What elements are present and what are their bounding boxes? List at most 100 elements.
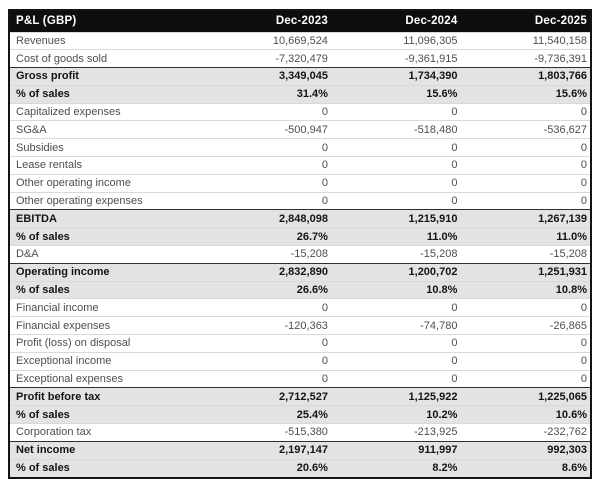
row-value: 0 xyxy=(330,173,461,193)
row-value: 1,225,065 xyxy=(460,387,590,406)
row-value: 1,251,931 xyxy=(460,262,590,282)
header-cell-dec-2023: Dec-2023 xyxy=(201,11,331,32)
row-label: Other operating expenses xyxy=(10,191,202,210)
row-value: 10.8% xyxy=(330,280,461,299)
row-value: 1,125,922 xyxy=(330,387,461,406)
row-label: % of sales xyxy=(10,458,202,477)
row-value: 0 xyxy=(460,298,590,317)
row-value: 11,096,305 xyxy=(330,31,461,50)
row-value: -515,380 xyxy=(201,423,331,442)
table-row-total: Gross profit 3,349,045 1,734,390 1,803,766 xyxy=(10,67,590,86)
row-label: Capitalized expenses xyxy=(10,102,202,121)
pnl-table-header: P&L (GBP) Dec-2023 Dec-2024 Dec-2025 xyxy=(10,11,590,32)
row-value: 0 xyxy=(460,369,590,388)
row-value: -120,363 xyxy=(201,316,331,335)
row-value: -500,947 xyxy=(201,120,331,139)
row-value: 0 xyxy=(201,156,331,175)
header-row: P&L (GBP) Dec-2023 Dec-2024 Dec-2025 xyxy=(10,11,590,32)
row-label: Profit before tax xyxy=(10,387,202,406)
table-row: Lease rentals 0 0 0 xyxy=(10,156,590,175)
row-value: 0 xyxy=(201,369,331,388)
row-value: 0 xyxy=(330,369,461,388)
row-value: -9,736,391 xyxy=(460,49,590,68)
row-value: 10.6% xyxy=(460,405,590,424)
row-value: -26,865 xyxy=(460,316,590,335)
row-value: -15,208 xyxy=(201,245,331,264)
row-value: 0 xyxy=(201,191,331,210)
header-cell-pnl-gbp: P&L (GBP) xyxy=(10,11,202,32)
row-value: 11.0% xyxy=(460,227,590,246)
row-label: Revenues xyxy=(10,31,202,50)
row-label: Financial expenses xyxy=(10,316,202,335)
row-label: Subsidies xyxy=(10,138,202,157)
row-value: 0 xyxy=(460,173,590,193)
row-value: 20.6% xyxy=(201,458,331,477)
row-label: Exceptional expenses xyxy=(10,369,202,388)
table-row: Subsidies 0 0 0 xyxy=(10,138,590,157)
row-value: 26.7% xyxy=(201,227,331,246)
row-value: 0 xyxy=(460,138,590,157)
header-cell-dec-2024: Dec-2024 xyxy=(330,11,461,32)
row-value: -518,480 xyxy=(330,120,461,139)
row-label: Gross profit xyxy=(10,67,202,86)
row-label: % of sales xyxy=(10,405,202,424)
row-value: 0 xyxy=(201,173,331,193)
table-row: Revenues 10,669,524 11,096,305 11,540,158 xyxy=(10,31,590,50)
row-value: 1,215,910 xyxy=(330,209,461,228)
row-value: 911,997 xyxy=(330,440,461,460)
row-label: % of sales xyxy=(10,280,202,299)
row-value: 2,848,098 xyxy=(201,209,331,228)
row-value: 0 xyxy=(201,138,331,157)
row-value: 31.4% xyxy=(201,84,331,104)
row-value: 0 xyxy=(460,102,590,121)
row-label: D&A xyxy=(10,245,202,264)
row-label: Cost of goods sold xyxy=(10,49,202,68)
row-value: 0 xyxy=(330,102,461,121)
row-value: 0 xyxy=(201,298,331,317)
row-value: 0 xyxy=(330,298,461,317)
row-value: 0 xyxy=(201,351,331,371)
row-value: 2,712,527 xyxy=(201,387,331,406)
row-value: 0 xyxy=(330,351,461,371)
row-value: 3,349,045 xyxy=(201,67,331,86)
table-row: Corporation tax -515,380 -213,925 -232,762 xyxy=(10,423,590,442)
row-value: 0 xyxy=(460,156,590,175)
row-value: -213,925 xyxy=(330,423,461,442)
table-row: Other operating expenses 0 0 0 xyxy=(10,191,590,210)
row-value: -232,762 xyxy=(460,423,590,442)
table-row-total: Net income 2,197,147 911,997 992,303 xyxy=(10,440,590,460)
row-value: 0 xyxy=(330,191,461,210)
row-value: 26.6% xyxy=(201,280,331,299)
row-label: Net income xyxy=(10,440,202,460)
row-value: 0 xyxy=(330,138,461,157)
row-value: 10.2% xyxy=(330,405,461,424)
row-value: 1,734,390 xyxy=(330,67,461,86)
row-value: 8.6% xyxy=(460,458,590,477)
row-value: 992,303 xyxy=(460,440,590,460)
table-row-ratio: % of sales 25.4% 10.2% 10.6% xyxy=(10,405,590,424)
row-value: 2,197,147 xyxy=(201,440,331,460)
table-row-total: Profit before tax 2,712,527 1,125,922 1,225… xyxy=(10,387,590,406)
table-row-ratio: % of sales 20.6% 8.2% 8.6% xyxy=(10,458,590,477)
row-label: % of sales xyxy=(10,84,202,104)
table-row-ratio: % of sales 31.4% 15.6% 15.6% xyxy=(10,84,590,104)
row-label: Corporation tax xyxy=(10,423,202,442)
row-value: 0 xyxy=(330,334,461,353)
row-value: 11.0% xyxy=(330,227,461,246)
table-row: Exceptional income 0 0 0 xyxy=(10,351,590,371)
table-row-total: EBITDA 2,848,098 1,215,910 1,267,139 xyxy=(10,209,590,228)
row-value: 15.6% xyxy=(460,84,590,104)
row-value: -536,627 xyxy=(460,120,590,139)
row-value: 11,540,158 xyxy=(460,31,590,50)
row-label: Financial income xyxy=(10,298,202,317)
pnl-table-body: Revenues 10,669,524 11,096,305 11,540,158 Co… xyxy=(10,31,590,477)
row-value: 1,200,702 xyxy=(330,262,461,282)
row-value: -9,361,915 xyxy=(330,49,461,68)
table-row: Capitalized expenses 0 0 0 xyxy=(10,102,590,121)
row-value: 2,832,890 xyxy=(201,262,331,282)
row-label: Lease rentals xyxy=(10,156,202,175)
table-row: Financial income 0 0 0 xyxy=(10,298,590,317)
table-row-ratio: % of sales 26.6% 10.8% 10.8% xyxy=(10,280,590,299)
table-row: Other operating income 0 0 0 xyxy=(10,173,590,193)
